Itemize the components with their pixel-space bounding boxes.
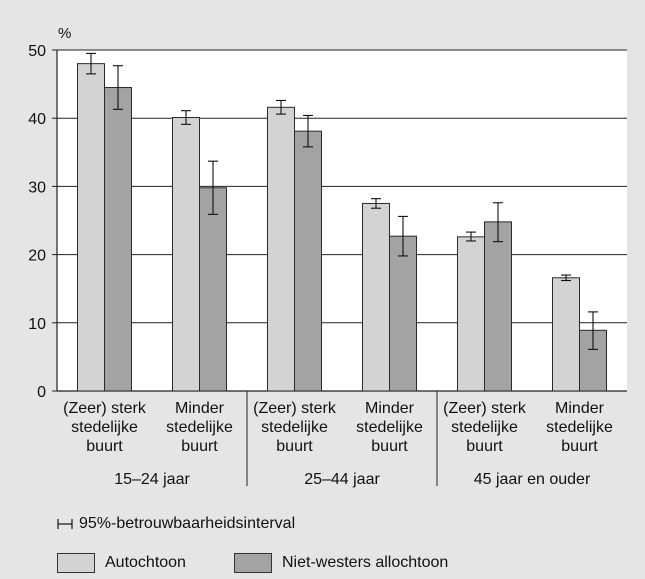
legend-label-niet-westers: Niet-westers allochtoon xyxy=(282,554,449,571)
y-tick-label: 30 xyxy=(28,179,46,196)
bar xyxy=(199,187,227,392)
x-category-label: Minder xyxy=(555,400,605,417)
y-tick-label: 10 xyxy=(28,316,46,333)
bar xyxy=(389,235,417,392)
x-group-label: 15–24 jaar xyxy=(114,471,190,488)
ci-legend-label: 95%-betrouwbaarheidsinterval xyxy=(79,515,296,532)
x-category-label: buurt xyxy=(86,438,123,455)
legend-item-autochtoon: Autochtoon xyxy=(57,551,186,575)
legend-swatch-autochtoon xyxy=(57,553,95,573)
y-tick-label: 40 xyxy=(28,111,46,128)
x-category-label: stedelijke xyxy=(166,419,233,436)
x-category-label: (Zeer) sterk xyxy=(443,400,527,417)
x-category-label: buurt xyxy=(561,438,598,455)
ci-legend: 95%-betrouwbaarheidsinterval xyxy=(57,514,295,534)
x-category-label: (Zeer) sterk xyxy=(253,400,337,417)
bar xyxy=(77,63,105,392)
x-category-label: stedelijke xyxy=(261,419,328,436)
x-group-label: 45 jaar en ouder xyxy=(474,471,591,488)
x-category-label: Minder xyxy=(365,400,415,417)
bar xyxy=(362,202,390,392)
bar xyxy=(457,236,485,392)
x-category-label: (Zeer) sterk xyxy=(63,400,147,417)
x-category-label: stedelijke xyxy=(356,419,423,436)
x-category-label: stedelijke xyxy=(546,419,613,436)
bar xyxy=(552,277,580,392)
legend-swatch-niet-westers xyxy=(234,553,272,573)
x-category-label: buurt xyxy=(181,438,218,455)
y-axis-label: % xyxy=(58,25,71,42)
x-category-label: Minder xyxy=(175,400,225,417)
y-tick-label: 20 xyxy=(28,248,46,265)
bar xyxy=(294,130,322,392)
x-category-label: buurt xyxy=(466,438,503,455)
error-bar-icon xyxy=(57,519,73,529)
x-group-label: 25–44 jaar xyxy=(304,471,380,488)
bar xyxy=(484,221,512,392)
x-category-label: stedelijke xyxy=(451,419,518,436)
legend-item-niet-westers: Niet-westers allochtoon xyxy=(234,551,448,575)
x-category-label: buurt xyxy=(371,438,408,455)
plot-area xyxy=(57,50,627,391)
bar xyxy=(267,106,295,392)
x-category-label: stedelijke xyxy=(71,419,138,436)
bar xyxy=(172,117,200,392)
y-tick-label: 0 xyxy=(37,384,46,401)
y-tick-label: 50 xyxy=(28,43,46,60)
legend-label-autochtoon: Autochtoon xyxy=(105,554,186,571)
x-category-label: buurt xyxy=(276,438,313,455)
bar xyxy=(104,87,132,392)
